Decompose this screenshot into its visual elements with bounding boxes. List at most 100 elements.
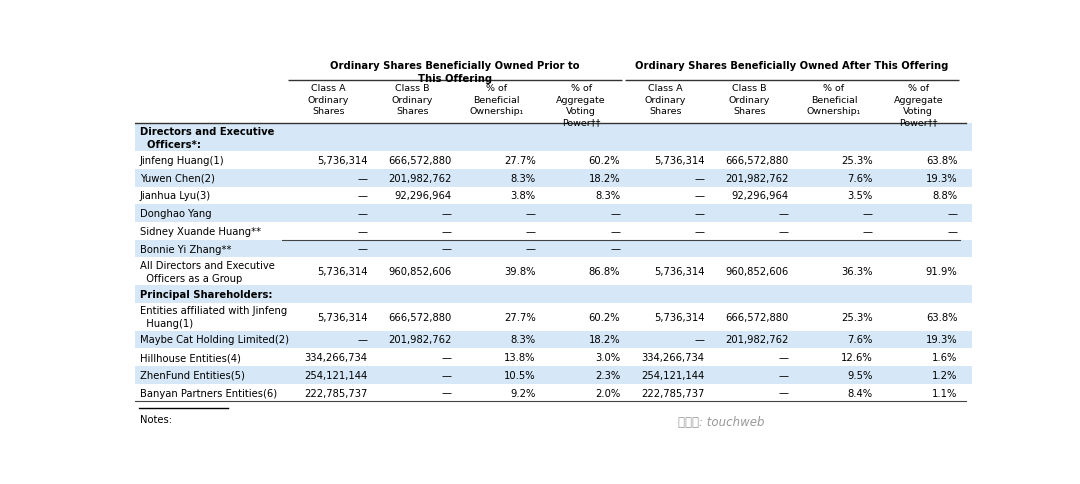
Text: Donghao Yang: Donghao Yang — [139, 209, 212, 219]
Text: —: — — [526, 227, 536, 236]
Text: 10.5%: 10.5% — [504, 370, 536, 380]
Text: 5,736,314: 5,736,314 — [653, 156, 704, 166]
Text: —: — — [694, 191, 704, 201]
Text: Ordinary Shares Beneficially Owned After This Offering: Ordinary Shares Beneficially Owned After… — [635, 60, 948, 70]
Bar — [135, 331, 972, 348]
Text: 666,572,880: 666,572,880 — [726, 156, 788, 166]
Text: 18.2%: 18.2% — [589, 335, 620, 345]
Text: Jianhua Lyu(3): Jianhua Lyu(3) — [139, 191, 211, 201]
Text: —: — — [694, 335, 704, 345]
Text: 39.8%: 39.8% — [504, 267, 536, 277]
Text: 2.0%: 2.0% — [595, 388, 620, 398]
Text: 201,982,762: 201,982,762 — [726, 335, 788, 345]
Text: Entities affiliated with Jinfeng
  Huang(1): Entities affiliated with Jinfeng Huang(1… — [139, 306, 287, 329]
Text: 63.8%: 63.8% — [926, 312, 957, 322]
Text: 254,121,144: 254,121,144 — [305, 370, 367, 380]
Text: —: — — [526, 209, 536, 219]
Text: 7.6%: 7.6% — [848, 335, 873, 345]
Text: 8.3%: 8.3% — [511, 335, 536, 345]
Text: —: — — [610, 227, 620, 236]
Text: 9.2%: 9.2% — [511, 388, 536, 398]
Bar — [135, 348, 972, 366]
Text: All Directors and Executive
  Officers as a Group: All Directors and Executive Officers as … — [139, 260, 274, 283]
Text: 19.3%: 19.3% — [926, 173, 957, 183]
Text: Jinfeng Huang(1): Jinfeng Huang(1) — [139, 156, 225, 166]
Text: 9.5%: 9.5% — [848, 370, 873, 380]
Text: Banyan Partners Entities(6): Banyan Partners Entities(6) — [139, 388, 276, 398]
Text: —: — — [357, 244, 367, 254]
Text: —: — — [357, 227, 367, 236]
Text: —: — — [442, 370, 451, 380]
Text: 960,852,606: 960,852,606 — [389, 267, 451, 277]
Text: 5,736,314: 5,736,314 — [653, 312, 704, 322]
Bar — [135, 384, 972, 402]
Text: —: — — [442, 388, 451, 398]
Text: 8.3%: 8.3% — [511, 173, 536, 183]
Text: —: — — [357, 191, 367, 201]
Bar — [135, 205, 972, 223]
Bar — [135, 240, 972, 258]
Text: 微信号: touchweb: 微信号: touchweb — [677, 415, 764, 428]
Text: 254,121,144: 254,121,144 — [642, 370, 704, 380]
Bar — [135, 169, 972, 187]
Text: —: — — [442, 227, 451, 236]
Text: Maybe Cat Holding Limited(2): Maybe Cat Holding Limited(2) — [139, 335, 288, 345]
Text: 12.6%: 12.6% — [841, 352, 873, 363]
Text: 201,982,762: 201,982,762 — [388, 335, 451, 345]
Text: 666,572,880: 666,572,880 — [389, 312, 451, 322]
Text: —: — — [779, 370, 788, 380]
Text: 3.5%: 3.5% — [848, 191, 873, 201]
Text: 5,736,314: 5,736,314 — [316, 312, 367, 322]
Text: 666,572,880: 666,572,880 — [389, 156, 451, 166]
Text: Hillhouse Entities(4): Hillhouse Entities(4) — [139, 352, 241, 363]
Text: —: — — [610, 209, 620, 219]
Text: —: — — [779, 227, 788, 236]
Text: 86.8%: 86.8% — [589, 267, 620, 277]
Text: 1.1%: 1.1% — [932, 388, 957, 398]
Text: —: — — [863, 227, 873, 236]
Text: —: — — [779, 209, 788, 219]
Text: 8.3%: 8.3% — [595, 191, 620, 201]
Text: 60.2%: 60.2% — [589, 156, 620, 166]
Text: —: — — [694, 173, 704, 183]
Text: 27.7%: 27.7% — [504, 312, 536, 322]
Text: Class B
Ordinary
Shares: Class B Ordinary Shares — [729, 84, 770, 116]
Bar — [135, 366, 972, 384]
Text: —: — — [357, 173, 367, 183]
Text: 5,736,314: 5,736,314 — [316, 156, 367, 166]
Text: Class A
Ordinary
Shares: Class A Ordinary Shares — [645, 84, 686, 116]
Text: 666,572,880: 666,572,880 — [726, 312, 788, 322]
Bar — [135, 258, 972, 286]
Text: —: — — [779, 352, 788, 363]
Text: 5,736,314: 5,736,314 — [653, 267, 704, 277]
Text: —: — — [357, 209, 367, 219]
Text: 201,982,762: 201,982,762 — [726, 173, 788, 183]
Bar — [135, 124, 972, 152]
Bar — [135, 152, 972, 169]
Text: —: — — [947, 209, 957, 219]
Text: 5,736,314: 5,736,314 — [316, 267, 367, 277]
Text: 27.7%: 27.7% — [504, 156, 536, 166]
Text: % of
Aggregate
Voting
Power††: % of Aggregate Voting Power†† — [556, 84, 606, 127]
Text: 63.8%: 63.8% — [926, 156, 957, 166]
Text: 13.8%: 13.8% — [504, 352, 536, 363]
Text: 1.6%: 1.6% — [932, 352, 957, 363]
Text: —: — — [694, 209, 704, 219]
Text: Yuwen Chen(2): Yuwen Chen(2) — [139, 173, 215, 183]
Text: % of
Beneficial
Ownership₁: % of Beneficial Ownership₁ — [470, 84, 524, 116]
Text: —: — — [442, 244, 451, 254]
Text: —: — — [863, 209, 873, 219]
Bar — [135, 303, 972, 331]
Text: 334,266,734: 334,266,734 — [305, 352, 367, 363]
Text: 19.3%: 19.3% — [926, 335, 957, 345]
Text: Class B
Ordinary
Shares: Class B Ordinary Shares — [392, 84, 433, 116]
Text: 25.3%: 25.3% — [841, 312, 873, 322]
Text: Sidney Xuande Huang**: Sidney Xuande Huang** — [139, 227, 260, 236]
Text: 2.3%: 2.3% — [595, 370, 620, 380]
Text: Directors and Executive
  Officers*:: Directors and Executive Officers*: — [139, 127, 274, 150]
Bar — [135, 187, 972, 205]
Text: 7.6%: 7.6% — [848, 173, 873, 183]
Text: —: — — [779, 388, 788, 398]
Bar — [135, 223, 972, 240]
Text: Class A
Ordinary
Shares: Class A Ordinary Shares — [308, 84, 349, 116]
